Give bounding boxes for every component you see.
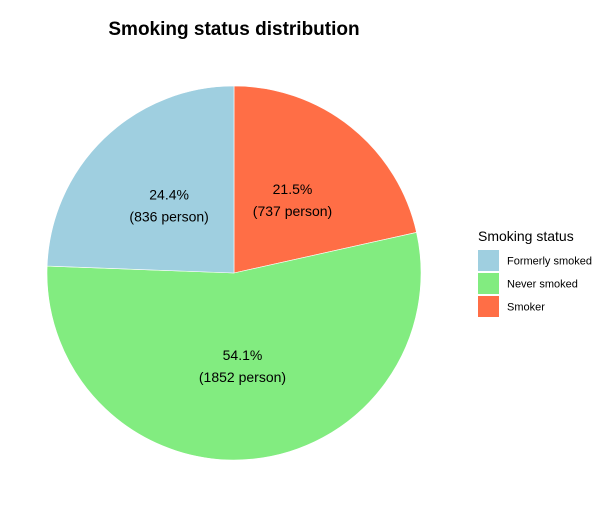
legend-swatch-smoker bbox=[478, 296, 499, 317]
pie-slice-labels: 21.5% (737 person) 54.1% (1852 person) 24.4%… bbox=[129, 181, 332, 385]
legend: Smoking status Formerly smoked Never smok… bbox=[478, 228, 592, 317]
pie-slice-smoker bbox=[233, 85, 417, 274]
slice-count-label-never-smoked: (1852 person) bbox=[199, 369, 286, 385]
legend-swatch-never-smoked bbox=[478, 273, 499, 294]
legend-label-formerly-smoked: Formerly smoked bbox=[507, 256, 592, 268]
pie-slice-never-smoked bbox=[46, 232, 422, 461]
slice-count-label-formerly-smoked: (836 person) bbox=[129, 209, 208, 225]
legend-items: Formerly smoked Never smoked Smoker bbox=[478, 250, 592, 317]
legend-label-smoker: Smoker bbox=[507, 302, 545, 314]
chart-title: Smoking status distribution bbox=[108, 19, 359, 40]
legend-swatch-formerly-smoked bbox=[478, 250, 499, 271]
slice-percent-label-never-smoked: 54.1% bbox=[223, 347, 263, 363]
slice-percent-label-formerly-smoked: 24.4% bbox=[149, 187, 189, 203]
legend-label-never-smoked: Never smoked bbox=[507, 279, 578, 291]
pie-slices bbox=[46, 85, 422, 461]
pie-slice-formerly-smoked bbox=[46, 85, 235, 274]
legend-title: Smoking status bbox=[478, 228, 574, 244]
slice-percent-label-smoker: 21.5% bbox=[273, 181, 313, 197]
slice-count-label-smoker: (737 person) bbox=[253, 203, 332, 219]
